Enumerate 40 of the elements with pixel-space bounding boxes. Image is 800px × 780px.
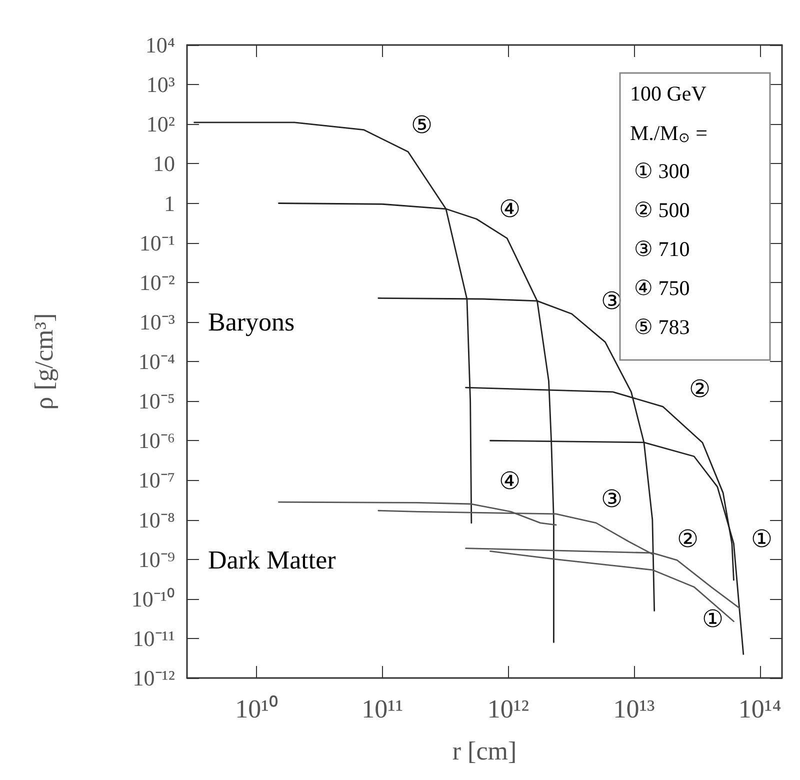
annotation: ③ [601,487,623,513]
annotation: ① [751,527,773,553]
annotation: ④ [499,469,521,495]
y-tick-label: 1 [164,190,175,216]
y-tick-label: 10⁻⁷ [138,468,175,493]
y-tick-label: 10⁻⁴ [138,349,176,374]
x-tick-label: 10¹¹ [362,694,404,724]
y-tick-label: 10⁻³ [139,309,176,334]
y-axis-title: ρ [g/cm³] [30,313,58,410]
annotation: ④ [499,197,521,223]
y-tick-label: 10⁻⁹ [138,546,176,572]
y-tick-label: 10⁴ [145,32,176,58]
x-tick-label: 10¹³ [613,694,656,724]
annotation: ④ 750 [634,276,690,300]
y-tick-label: 10⁻⁶ [138,428,175,454]
y-tick-label: 10⁻¹⁰ [131,586,175,612]
annotation: ② [677,527,699,553]
x-axis-title: r [cm] [452,736,517,766]
y-tick-label: 10⁻⁵ [138,388,175,414]
x-tick-label: 10¹² [487,694,530,724]
y-tick-label: 10⁻¹² [132,666,176,690]
y-tick-label: 10² [146,112,176,137]
annotation: ① 300 [634,159,690,183]
annotation: ① [702,607,724,633]
x-tick-label: 10¹⁰ [235,694,278,724]
annotation: ② [689,377,711,403]
annotation: ② 500 [634,198,690,222]
y-tick-label: 10³ [146,72,176,98]
x-tick-label: 10¹⁴ [738,694,782,724]
y-tick-label: 10⁻¹¹ [132,626,175,651]
legend-title: 100 GeV M./M⊙ = [630,82,708,146]
y-tick-label: 10 [153,151,175,176]
annotation: ⑤ 783 [634,315,690,339]
annotation: ③ 710 [634,237,690,261]
annotation: Dark Matter [208,546,336,574]
annotation: ⑤ [411,113,433,139]
annotation: Baryons [208,308,295,336]
y-tick-label: 10⁻¹ [139,230,175,256]
y-tick-label: 10⁻⁸ [138,507,175,532]
y-tick-label: 10⁻² [139,270,176,295]
